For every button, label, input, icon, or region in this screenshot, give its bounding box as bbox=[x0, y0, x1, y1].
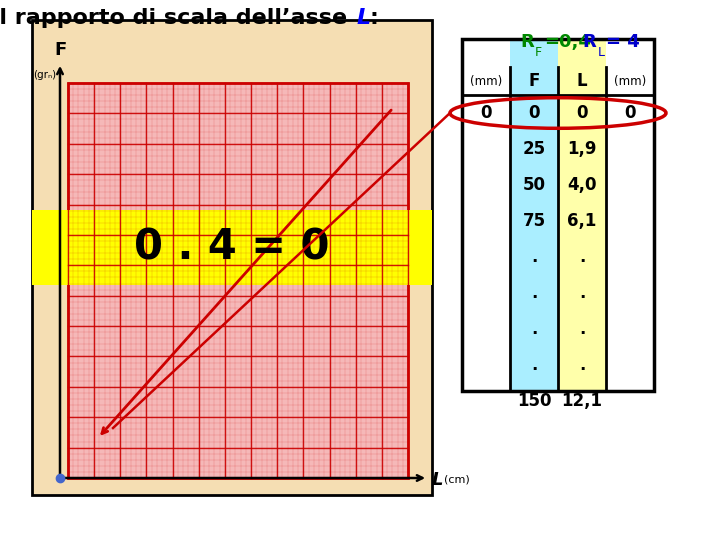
FancyBboxPatch shape bbox=[32, 20, 432, 495]
Text: L: L bbox=[598, 46, 604, 59]
Text: (grₙ): (grₙ) bbox=[33, 70, 56, 80]
Text: 150: 150 bbox=[517, 392, 552, 410]
Text: L: L bbox=[432, 471, 444, 489]
Text: R: R bbox=[521, 33, 534, 51]
Text: L: L bbox=[357, 8, 371, 28]
Text: =0,4: =0,4 bbox=[544, 33, 591, 51]
Text: F: F bbox=[528, 72, 540, 90]
Text: 25: 25 bbox=[523, 140, 546, 158]
FancyBboxPatch shape bbox=[32, 210, 432, 285]
Text: 0 . 4 = 0: 0 . 4 = 0 bbox=[134, 226, 330, 268]
Text: (cm): (cm) bbox=[444, 475, 469, 485]
Text: 0: 0 bbox=[624, 104, 636, 122]
Text: Calcolo del rapporto di scala dell’asse: Calcolo del rapporto di scala dell’asse bbox=[0, 8, 355, 28]
Text: .: . bbox=[579, 248, 585, 266]
Text: .: . bbox=[579, 284, 585, 302]
Text: .: . bbox=[579, 320, 585, 338]
Text: R: R bbox=[582, 33, 596, 51]
Text: 0: 0 bbox=[528, 104, 540, 122]
Text: .: . bbox=[531, 284, 537, 302]
Text: (mm): (mm) bbox=[614, 75, 646, 87]
Text: 6,1: 6,1 bbox=[567, 212, 597, 230]
Text: 75: 75 bbox=[523, 212, 546, 230]
Text: 1,9: 1,9 bbox=[567, 140, 597, 158]
Text: = 4: = 4 bbox=[606, 33, 640, 51]
Text: 0: 0 bbox=[576, 104, 588, 122]
Text: :: : bbox=[370, 8, 379, 28]
FancyBboxPatch shape bbox=[68, 83, 408, 478]
Text: .: . bbox=[579, 356, 585, 374]
FancyBboxPatch shape bbox=[510, 39, 558, 391]
Text: .: . bbox=[531, 248, 537, 266]
Text: 4,0: 4,0 bbox=[567, 176, 597, 194]
Text: F: F bbox=[54, 41, 66, 59]
Text: 50: 50 bbox=[523, 176, 546, 194]
Text: 12,1: 12,1 bbox=[562, 392, 603, 410]
Text: .: . bbox=[531, 356, 537, 374]
Text: 0: 0 bbox=[480, 104, 492, 122]
Text: (mm): (mm) bbox=[470, 75, 502, 87]
Text: L: L bbox=[577, 72, 588, 90]
FancyBboxPatch shape bbox=[558, 39, 606, 391]
Text: F: F bbox=[535, 46, 542, 59]
Text: .: . bbox=[531, 320, 537, 338]
